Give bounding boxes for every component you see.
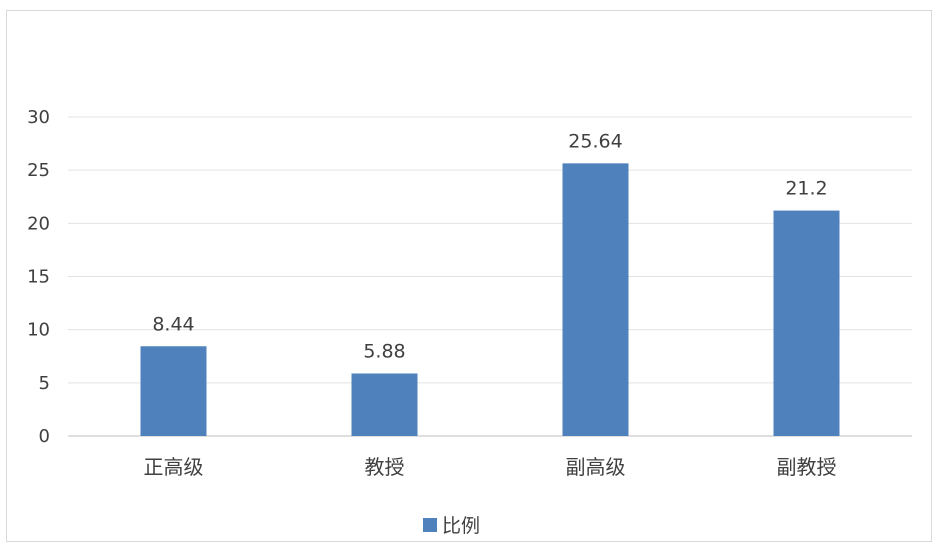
- y-tick-label: 20: [27, 213, 50, 234]
- y-axis-tick-labels: 0 5 10 15 20 25 30: [27, 107, 50, 447]
- category-label: 副高级: [566, 455, 626, 479]
- bar: [562, 163, 629, 436]
- category-label: 副教授: [777, 455, 837, 479]
- category-label: 教授: [365, 455, 405, 479]
- bar: [351, 373, 418, 436]
- data-label: 8.44: [152, 313, 194, 335]
- data-label: 5.88: [363, 340, 405, 362]
- legend-label: 比例: [442, 515, 480, 537]
- y-tick-label: 30: [27, 107, 50, 128]
- bar: [773, 210, 840, 436]
- bar: [140, 346, 207, 436]
- bars: [140, 163, 840, 436]
- y-tick-label: 25: [27, 160, 50, 181]
- data-label: 21.2: [785, 178, 827, 200]
- category-labels: 正高级 教授 副高级 副教授: [144, 455, 837, 479]
- y-tick-label: 10: [27, 320, 50, 341]
- legend: 比例: [423, 515, 480, 537]
- gridlines: [68, 116, 912, 384]
- data-labels: 8.44 5.88 25.64 21.2: [152, 130, 827, 362]
- y-tick-label: 5: [39, 373, 50, 394]
- legend-swatch-icon: [423, 518, 437, 532]
- data-label: 25.64: [568, 130, 622, 152]
- y-tick-label: 15: [27, 267, 50, 288]
- y-tick-label: 0: [39, 426, 50, 447]
- category-label: 正高级: [144, 455, 204, 479]
